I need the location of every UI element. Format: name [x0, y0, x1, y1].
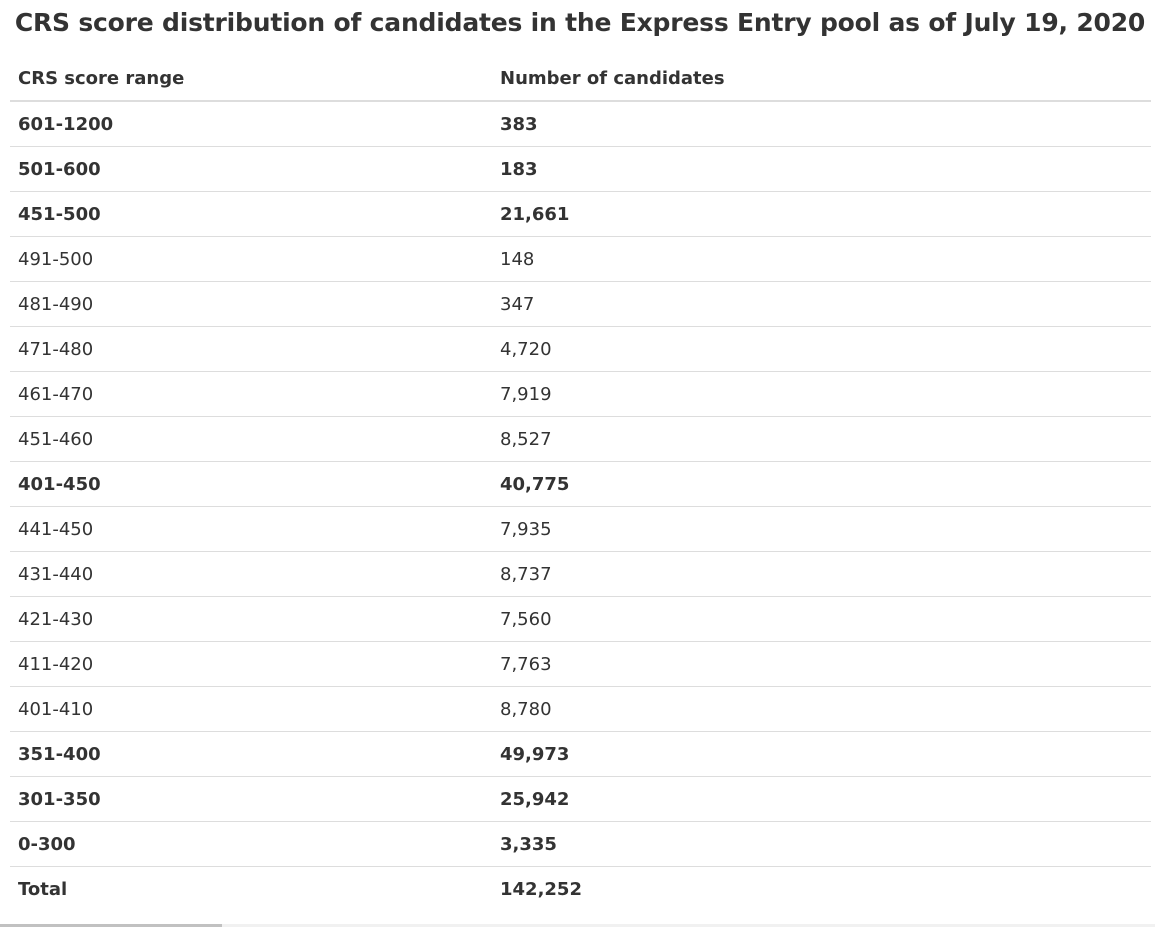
crs-score-range-cell: 0-300 — [10, 821, 492, 867]
number-of-candidates-cell: 49,973 — [492, 731, 1151, 777]
table-row: 0-300 3,335 — [10, 821, 1151, 867]
number-of-candidates-cell: 183 — [492, 146, 1151, 192]
table-row: 401-410 8,780 — [10, 686, 1151, 732]
table-row: 411-420 7,763 — [10, 641, 1151, 687]
crs-score-range-cell: 441-450 — [10, 506, 492, 552]
table-row: 451-500 21,661 — [10, 191, 1151, 237]
number-of-candidates-cell: 148 — [492, 236, 1151, 282]
table-row: Total 142,252 — [10, 867, 1151, 912]
number-of-candidates-cell: 8,737 — [492, 551, 1151, 597]
number-of-candidates-cell: 8,780 — [492, 686, 1151, 732]
number-of-candidates-cell: 142,252 — [500, 878, 582, 900]
number-of-candidates-cell: 21,661 — [492, 191, 1151, 237]
crs-score-range-cell: 431-440 — [10, 551, 492, 597]
number-of-candidates-cell: 7,919 — [492, 371, 1151, 417]
table-row: 481-490 347 — [10, 281, 1151, 327]
table-header-row: CRS score range Number of candidates — [10, 57, 1151, 102]
table-row: 351-400 49,973 — [10, 731, 1151, 777]
table-row: 431-440 8,737 — [10, 551, 1151, 597]
number-of-candidates-cell: 7,560 — [492, 596, 1151, 642]
table-row: 601-1200 383 — [10, 101, 1151, 147]
page-title: CRS score distribution of candidates in … — [14, 8, 1146, 37]
crs-score-range-cell: Total — [18, 878, 68, 900]
table-row: 451-460 8,527 — [10, 416, 1151, 462]
table-row: 501-600 183 — [10, 146, 1151, 192]
crs-score-range-cell: 471-480 — [10, 326, 492, 372]
number-of-candidates-cell: 347 — [492, 281, 1151, 327]
crs-distribution-table: CRS score range Number of candidates 601… — [10, 57, 1151, 911]
column-header-number-of-candidates: Number of candidates — [492, 57, 1151, 102]
scrollbar-thumb[interactable] — [0, 924, 222, 927]
table-row: 441-450 7,935 — [10, 506, 1151, 552]
crs-score-range-cell: 481-490 — [10, 281, 492, 327]
table-body: 601-1200 383 501-600 183 451-500 21,661 491-50… — [10, 101, 1151, 911]
crs-score-range-cell: 451-500 — [10, 191, 492, 237]
table-row: 401-450 40,775 — [10, 461, 1151, 507]
number-of-candidates-cell: 7,763 — [492, 641, 1151, 687]
crs-score-range-cell: 401-410 — [10, 686, 492, 732]
crs-score-range-cell: 421-430 — [10, 596, 492, 642]
crs-score-range-cell: 491-500 — [10, 236, 492, 282]
column-header-crs-score-range: CRS score range — [10, 57, 492, 102]
table-row: 421-430 7,560 — [10, 596, 1151, 642]
crs-score-range-cell: 351-400 — [10, 731, 492, 777]
crs-score-range-cell: 601-1200 — [10, 101, 492, 147]
crs-score-range-cell: 461-470 — [10, 371, 492, 417]
number-of-candidates-cell: 40,775 — [492, 461, 1151, 507]
number-of-candidates-cell: 3,335 — [492, 821, 1151, 867]
table-row: 461-470 7,919 — [10, 371, 1151, 417]
number-of-candidates-cell: 7,935 — [492, 506, 1151, 552]
number-of-candidates-cell: 383 — [492, 101, 1151, 147]
number-of-candidates-cell: 4,720 — [492, 326, 1151, 372]
table-row: 471-480 4,720 — [10, 326, 1151, 372]
horizontal-scrollbar[interactable] — [0, 924, 1155, 927]
crs-score-range-cell: 301-350 — [10, 776, 492, 822]
number-of-candidates-cell: 25,942 — [492, 776, 1151, 822]
table-row: 301-350 25,942 — [10, 776, 1151, 822]
crs-score-range-cell: 411-420 — [10, 641, 492, 687]
number-of-candidates-cell: 8,527 — [492, 416, 1151, 462]
crs-score-range-cell: 401-450 — [10, 461, 492, 507]
table-row: 491-500 148 — [10, 236, 1151, 282]
crs-score-range-cell: 451-460 — [10, 416, 492, 462]
crs-score-range-cell: 501-600 — [10, 146, 492, 192]
